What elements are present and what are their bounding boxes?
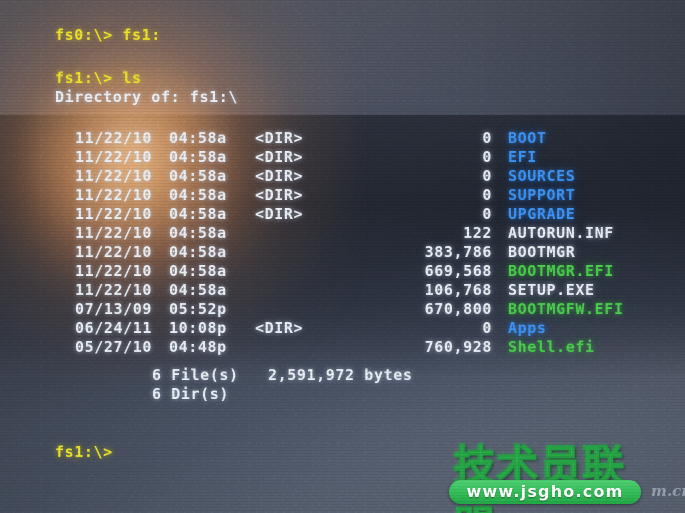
entry-name[interactable]: BOOTMGR: [508, 243, 575, 261]
entry-date: 11/22/10: [75, 205, 152, 223]
entry-dir-marker: <DIR>: [255, 186, 303, 204]
entry-name[interactable]: Apps: [508, 319, 547, 337]
entry-date: 11/22/10: [75, 224, 152, 242]
table-row: 06/24/11 10:08p <DIR> 0 Apps: [0, 319, 685, 338]
entry-dir-marker: <DIR>: [255, 167, 303, 185]
entry-size: 670,800: [372, 300, 492, 318]
table-row: 11/22/10 04:58a <DIR> 0 UPGRADE: [0, 205, 685, 224]
lens-flare-inner-glow: [10, 60, 250, 290]
entry-name[interactable]: SUPPORT: [508, 186, 575, 204]
entry-size: 669,568: [372, 262, 492, 280]
entry-size: 0: [372, 148, 492, 166]
table-row: 11/22/10 04:58a <DIR> 0 SOURCES: [0, 167, 685, 186]
entry-name[interactable]: Shell.efi: [508, 338, 595, 356]
entry-time: 04:58a: [169, 281, 227, 299]
watermark-ghost-text: m.cn: [651, 482, 685, 500]
entry-size: 383,786: [372, 243, 492, 261]
entry-name[interactable]: BOOT: [508, 129, 547, 147]
table-row: 11/22/10 04:58a <DIR> 0 BOOT: [0, 129, 685, 148]
entry-time: 04:58a: [169, 224, 227, 242]
entry-size: 0: [372, 167, 492, 185]
entry-name[interactable]: UPGRADE: [508, 205, 575, 223]
table-row: 07/13/09 05:52p 670,800 BOOTMGFW.EFI: [0, 300, 685, 319]
table-row: 11/22/10 04:58a <DIR> 0 EFI: [0, 148, 685, 167]
prompt-line-fs1-ls: fs1:\> ls: [55, 69, 142, 87]
entry-date: 06/24/11: [75, 319, 152, 337]
entry-time: 04:58a: [169, 148, 227, 166]
watermark-logo: 技术员联盟 www.jsgho.com m.cn: [449, 432, 685, 513]
entry-dir-marker: <DIR>: [255, 148, 303, 166]
entry-time: 10:08p: [169, 319, 227, 337]
entry-name[interactable]: SOURCES: [508, 167, 575, 185]
entry-name[interactable]: BOOTMGR.EFI: [508, 262, 614, 280]
entry-date: 05/27/10: [75, 338, 152, 356]
entry-date: 11/22/10: [75, 186, 152, 204]
entry-time: 04:58a: [169, 243, 227, 261]
table-row: 05/27/10 04:48p 760,928 Shell.efi: [0, 338, 685, 357]
entry-size: 0: [372, 319, 492, 337]
entry-time: 04:58a: [169, 205, 227, 223]
watermark-url-pill: www.jsgho.com: [449, 480, 641, 504]
entry-date: 11/22/10: [75, 167, 152, 185]
entry-name[interactable]: SETUP.EXE: [508, 281, 595, 299]
entry-date: 07/13/09: [75, 300, 152, 318]
entry-date: 11/22/10: [75, 129, 152, 147]
entry-size: 0: [372, 186, 492, 204]
entry-dir-marker: <DIR>: [255, 129, 303, 147]
summary-total-bytes: 2,591,972 bytes: [268, 366, 412, 384]
entry-size: 0: [372, 205, 492, 223]
entry-date: 11/22/10: [75, 281, 152, 299]
table-row: 11/22/10 04:58a 669,568 BOOTMGR.EFI: [0, 262, 685, 281]
table-row: 11/22/10 04:58a <DIR> 0 SUPPORT: [0, 186, 685, 205]
entry-size: 106,768: [372, 281, 492, 299]
entry-dir-marker: <DIR>: [255, 205, 303, 223]
entry-size: 0: [372, 129, 492, 147]
entry-time: 04:58a: [169, 186, 227, 204]
entry-time: 04:58a: [169, 262, 227, 280]
entry-size: 760,928: [372, 338, 492, 356]
table-row: 11/22/10 04:58a 122 AUTORUN.INF: [0, 224, 685, 243]
summary-file-count: 6 File(s): [152, 366, 239, 384]
table-row: 11/22/10 04:58a 106,768 SETUP.EXE: [0, 281, 685, 300]
prompt-line-current[interactable]: fs1:\>: [55, 443, 113, 461]
summary-dir-count: 6 Dir(s): [152, 385, 229, 403]
entry-time: 04:58a: [169, 129, 227, 147]
entry-name[interactable]: AUTORUN.INF: [508, 224, 614, 242]
table-row: 11/22/10 04:58a 383,786 BOOTMGR: [0, 243, 685, 262]
entry-date: 11/22/10: [75, 243, 152, 261]
entry-dir-marker: <DIR>: [255, 319, 303, 337]
directory-of-header: Directory of: fs1:\: [55, 88, 238, 106]
entry-time: 04:58a: [169, 167, 227, 185]
entry-name[interactable]: EFI: [508, 148, 537, 166]
entry-date: 11/22/10: [75, 262, 152, 280]
prompt-line-fs0: fs0:\> fs1:: [55, 26, 161, 44]
entry-name[interactable]: BOOTMGFW.EFI: [508, 300, 624, 318]
entry-size: 122: [372, 224, 492, 242]
entry-time: 04:48p: [169, 338, 227, 356]
entry-time: 05:52p: [169, 300, 227, 318]
entry-date: 11/22/10: [75, 148, 152, 166]
watermark-url-text: www.jsgho.com: [449, 480, 641, 504]
